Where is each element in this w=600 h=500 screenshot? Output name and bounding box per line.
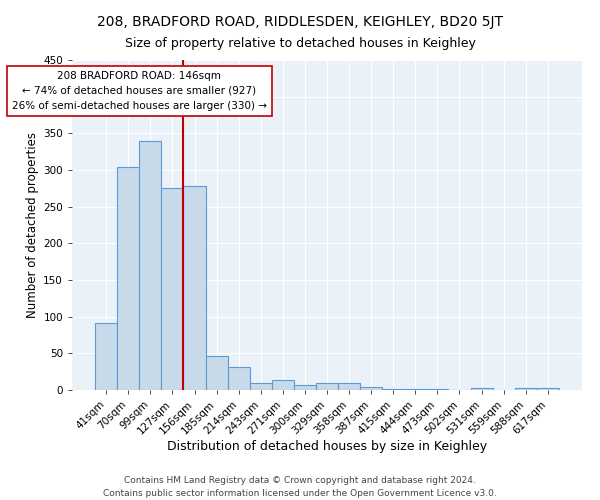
Bar <box>537 388 559 390</box>
Bar <box>515 388 537 390</box>
Y-axis label: Number of detached properties: Number of detached properties <box>26 132 39 318</box>
Bar <box>227 368 250 390</box>
Bar <box>184 186 206 390</box>
X-axis label: Distribution of detached houses by size in Keighley: Distribution of detached houses by size … <box>167 440 487 453</box>
Bar <box>250 382 272 390</box>
Bar <box>117 167 139 390</box>
Bar <box>338 382 360 390</box>
Bar <box>316 384 338 390</box>
Bar <box>382 388 404 390</box>
Bar <box>206 356 227 390</box>
Bar <box>161 188 184 390</box>
Text: 208 BRADFORD ROAD: 146sqm
← 74% of detached houses are smaller (927)
26% of semi: 208 BRADFORD ROAD: 146sqm ← 74% of detac… <box>12 71 267 110</box>
Text: Size of property relative to detached houses in Keighley: Size of property relative to detached ho… <box>125 38 475 51</box>
Bar <box>294 385 316 390</box>
Bar <box>470 388 493 390</box>
Bar <box>95 322 117 390</box>
Bar <box>427 388 448 390</box>
Bar <box>272 380 294 390</box>
Bar <box>360 387 382 390</box>
Text: 208, BRADFORD ROAD, RIDDLESDEN, KEIGHLEY, BD20 5JT: 208, BRADFORD ROAD, RIDDLESDEN, KEIGHLEY… <box>97 15 503 29</box>
Text: Contains HM Land Registry data © Crown copyright and database right 2024.
Contai: Contains HM Land Registry data © Crown c… <box>103 476 497 498</box>
Bar <box>404 388 427 390</box>
Bar <box>139 140 161 390</box>
